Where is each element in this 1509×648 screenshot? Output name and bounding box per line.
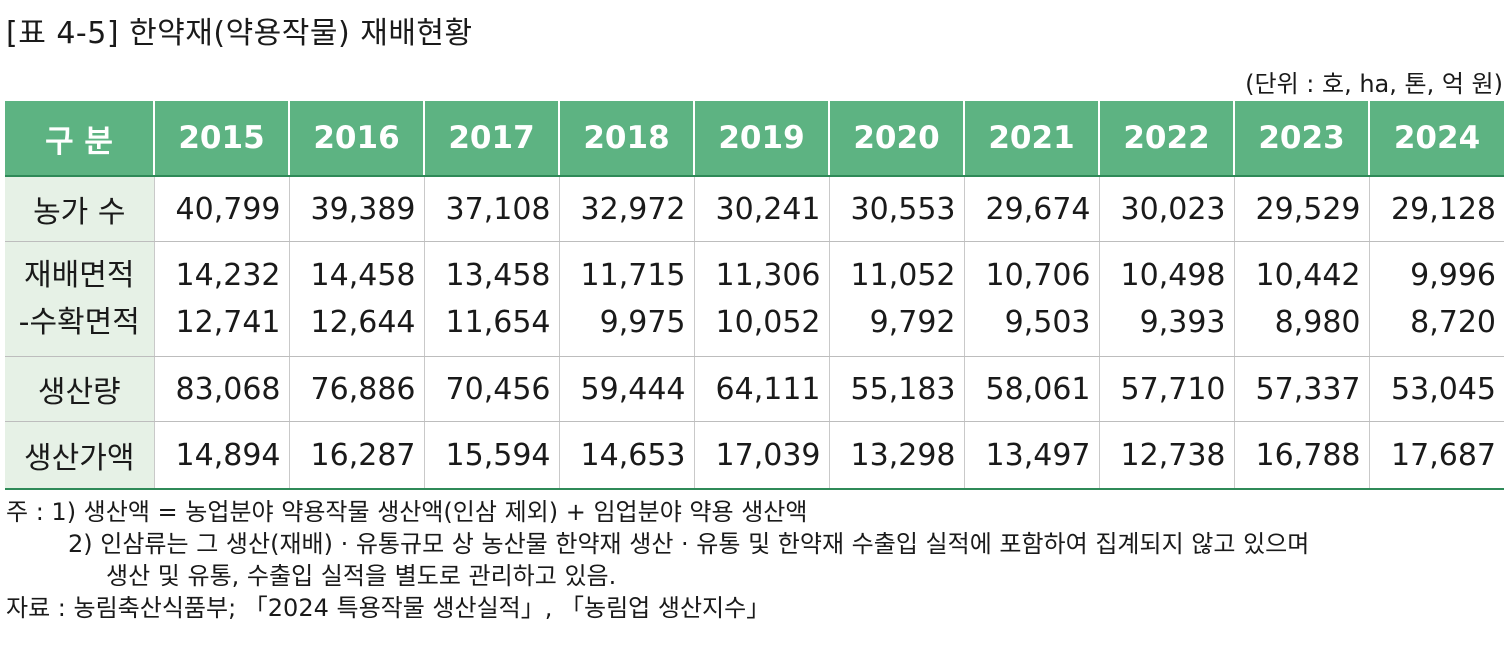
cell-value: 11,715 xyxy=(580,258,686,293)
table-cell: 59,444 xyxy=(559,356,695,422)
table-cell: 12,738 xyxy=(1099,421,1235,490)
table-row: 농가 수 40,799 39,389 37,108 32,972 30,241 … xyxy=(5,176,1504,242)
note-2-continued: 생산 및 유통, 수출입 실적을 별도로 관리하고 있음. xyxy=(106,562,617,590)
table-cell: 17,039 xyxy=(694,421,830,490)
table-cell: 13,298 xyxy=(829,421,965,490)
row-label-cultivation-area: 재배면적 xyxy=(24,258,135,293)
header-year: 2022 xyxy=(1099,101,1235,177)
unit-label: (단위 : 호, ha, 톤, 억 원) xyxy=(1245,70,1503,98)
header-year: 2021 xyxy=(964,101,1100,177)
cell-value: 8,980 xyxy=(1274,305,1361,340)
table-cell: 9,996 8,720 xyxy=(1369,241,1504,357)
table-cell: 15,594 xyxy=(424,421,560,490)
cell-value: 11,654 xyxy=(445,305,551,340)
table-cell: 30,023 xyxy=(1099,176,1235,242)
table-cell: 17,687 xyxy=(1369,421,1504,490)
table-cell: 57,337 xyxy=(1234,356,1370,422)
header-year: 2017 xyxy=(424,101,560,177)
table-cell: 13,458 11,654 xyxy=(424,241,560,357)
header-year: 2024 xyxy=(1369,101,1504,177)
table-title: [표 4-5] 한약재(약용작물) 재배현황 xyxy=(6,16,473,51)
header-year: 2018 xyxy=(559,101,695,177)
cell-value: 11,052 xyxy=(850,258,956,293)
table-cell: 39,389 xyxy=(289,176,425,242)
table-cell: 10,442 8,980 xyxy=(1234,241,1370,357)
source-note: 자료 : 농림축산식품부; 「2024 특용작물 생산실적」, 「농림업 생산지… xyxy=(6,594,771,622)
table-cell: 11,052 9,792 xyxy=(829,241,965,357)
table-cell: 10,498 9,393 xyxy=(1099,241,1235,357)
cell-value: 10,706 xyxy=(985,258,1091,293)
header-category: 구 분 xyxy=(5,101,155,177)
row-label-area: 재배면적 -수확면적 xyxy=(5,241,155,357)
header-year: 2016 xyxy=(289,101,425,177)
table-cell: 29,128 xyxy=(1369,176,1504,242)
note-1: 주 : 1) 생산액 = 농업분야 약용작물 생산액(인삼 제외) + 임업분야… xyxy=(6,498,808,526)
table-cell: 83,068 xyxy=(154,356,290,422)
table-cell: 37,108 xyxy=(424,176,560,242)
table-cell: 14,653 xyxy=(559,421,695,490)
cell-value: 9,975 xyxy=(599,305,686,340)
table-cell: 53,045 xyxy=(1369,356,1504,422)
table-cell: 30,553 xyxy=(829,176,965,242)
cell-value: 14,458 xyxy=(310,258,416,293)
table-cell: 76,886 xyxy=(289,356,425,422)
cell-value: 12,644 xyxy=(310,305,416,340)
table-cell: 29,529 xyxy=(1234,176,1370,242)
cell-value: 10,052 xyxy=(715,305,821,340)
header-year: 2015 xyxy=(154,101,290,177)
cell-value: 9,996 xyxy=(1410,258,1496,293)
header-year: 2019 xyxy=(694,101,830,177)
table-cell: 16,287 xyxy=(289,421,425,490)
footnotes: 주 : 1) 생산액 = 농업분야 약용작물 생산액(인삼 제외) + 임업분야… xyxy=(6,496,1309,624)
cell-value: 14,232 xyxy=(175,258,281,293)
row-label-production-value: 생산가액 xyxy=(5,421,155,490)
table-cell: 11,306 10,052 xyxy=(694,241,830,357)
table-cell: 14,894 xyxy=(154,421,290,490)
row-label-production: 생산량 xyxy=(5,356,155,422)
table-row: 생산량 83,068 76,886 70,456 59,444 64,111 5… xyxy=(5,356,1504,422)
table-row: 재배면적 -수확면적 14,232 12,741 14,458 12,644 13,… xyxy=(5,241,1504,357)
cell-value: 11,306 xyxy=(715,258,821,293)
table-cell: 40,799 xyxy=(154,176,290,242)
table-cell: 64,111 xyxy=(694,356,830,422)
table-cell: 14,458 12,644 xyxy=(289,241,425,357)
header-year: 2023 xyxy=(1234,101,1370,177)
cell-value: 9,393 xyxy=(1139,305,1226,340)
cell-value: 13,458 xyxy=(445,258,551,293)
table-cell: 13,497 xyxy=(964,421,1100,490)
table-cell: 32,972 xyxy=(559,176,695,242)
cell-value: 8,720 xyxy=(1410,305,1496,340)
table-row: 생산가액 14,894 16,287 15,594 14,653 17,039 … xyxy=(5,421,1504,490)
cell-value: 10,442 xyxy=(1255,258,1361,293)
table-cell: 55,183 xyxy=(829,356,965,422)
table-cell: 30,241 xyxy=(694,176,830,242)
table-cell: 11,715 9,975 xyxy=(559,241,695,357)
header-row: 구 분 2015 2016 2017 2018 2019 2020 2021 2… xyxy=(5,101,1504,177)
data-table: 구 분 2015 2016 2017 2018 2019 2020 2021 2… xyxy=(5,101,1504,490)
cell-value: 9,503 xyxy=(1004,305,1091,340)
table-cell: 16,788 xyxy=(1234,421,1370,490)
table-cell: 29,674 xyxy=(964,176,1100,242)
table-cell: 57,710 xyxy=(1099,356,1235,422)
table-cell: 58,061 xyxy=(964,356,1100,422)
table-cell: 70,456 xyxy=(424,356,560,422)
cell-value: 9,792 xyxy=(869,305,956,340)
header-year: 2020 xyxy=(829,101,965,177)
cell-value: 10,498 xyxy=(1120,258,1226,293)
row-label-harvest-area: -수확면적 xyxy=(18,305,140,340)
row-label-farms: 농가 수 xyxy=(5,176,155,242)
table-cell: 14,232 12,741 xyxy=(154,241,290,357)
cell-value: 12,741 xyxy=(175,305,281,340)
note-2: 2) 인삼류는 그 생산(재배) · 유통규모 상 농산물 한약재 생산 · 유… xyxy=(68,530,1310,558)
table-cell: 10,706 9,503 xyxy=(964,241,1100,357)
